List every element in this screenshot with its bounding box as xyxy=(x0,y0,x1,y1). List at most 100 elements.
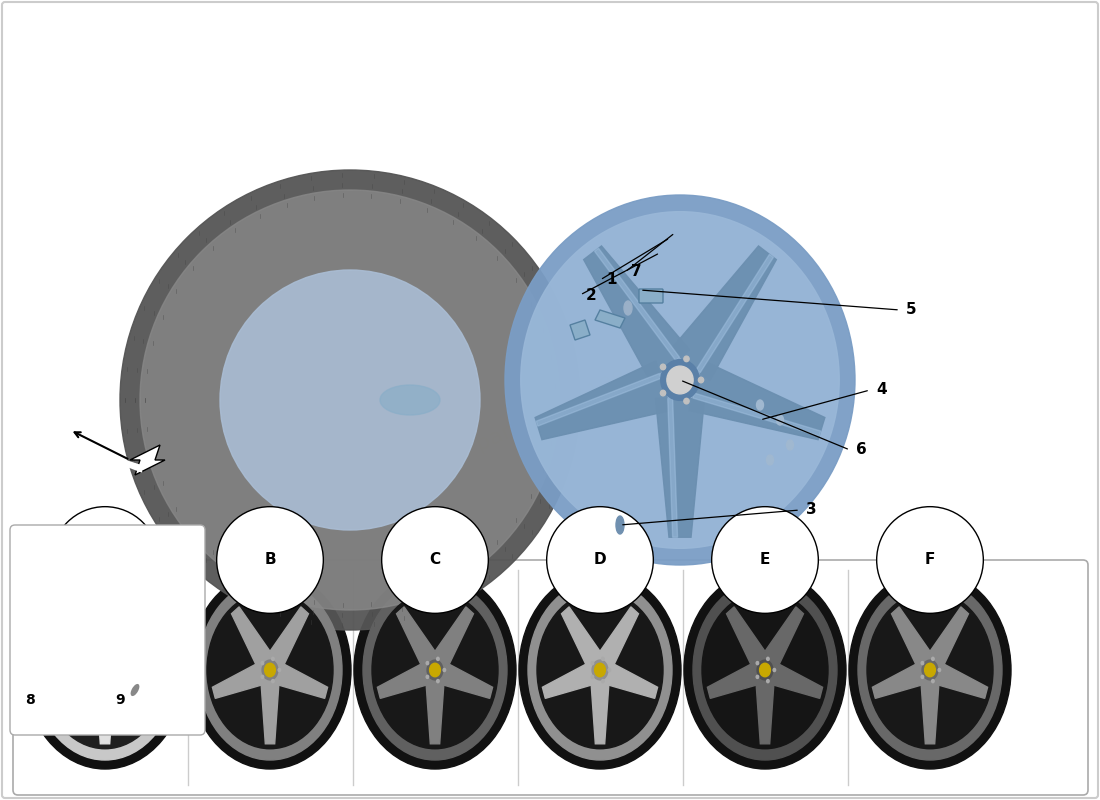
Polygon shape xyxy=(594,248,680,361)
Ellipse shape xyxy=(100,663,110,677)
Ellipse shape xyxy=(932,658,934,661)
Polygon shape xyxy=(656,398,704,538)
Ellipse shape xyxy=(760,663,770,677)
Ellipse shape xyxy=(96,675,99,678)
Ellipse shape xyxy=(592,660,608,680)
Polygon shape xyxy=(70,646,87,685)
Ellipse shape xyxy=(693,580,837,760)
FancyBboxPatch shape xyxy=(10,525,205,735)
Polygon shape xyxy=(693,393,821,436)
Ellipse shape xyxy=(97,660,113,680)
Ellipse shape xyxy=(684,571,846,769)
Polygon shape xyxy=(596,607,638,671)
Ellipse shape xyxy=(591,662,594,665)
Ellipse shape xyxy=(660,364,666,370)
Ellipse shape xyxy=(867,591,993,749)
Text: F: F xyxy=(925,553,935,567)
Ellipse shape xyxy=(849,571,1011,769)
Ellipse shape xyxy=(938,669,940,671)
Polygon shape xyxy=(431,607,473,671)
Polygon shape xyxy=(561,607,604,671)
Text: D: D xyxy=(594,553,606,567)
Ellipse shape xyxy=(86,631,88,634)
Polygon shape xyxy=(591,677,609,744)
Ellipse shape xyxy=(437,658,439,661)
Polygon shape xyxy=(212,661,267,698)
Polygon shape xyxy=(595,310,625,328)
Ellipse shape xyxy=(698,378,704,382)
Ellipse shape xyxy=(616,516,624,534)
Ellipse shape xyxy=(756,675,759,678)
Ellipse shape xyxy=(207,591,333,749)
Polygon shape xyxy=(266,607,308,671)
Polygon shape xyxy=(671,246,777,380)
Polygon shape xyxy=(42,636,78,644)
Ellipse shape xyxy=(624,301,632,315)
Ellipse shape xyxy=(21,571,148,709)
Ellipse shape xyxy=(922,660,938,680)
Polygon shape xyxy=(66,607,109,671)
Text: 7: 7 xyxy=(631,265,641,279)
Ellipse shape xyxy=(932,679,934,682)
Polygon shape xyxy=(130,445,165,475)
Polygon shape xyxy=(101,607,143,671)
Polygon shape xyxy=(872,661,927,698)
Ellipse shape xyxy=(430,663,440,677)
Polygon shape xyxy=(96,677,114,744)
Polygon shape xyxy=(91,636,128,644)
Ellipse shape xyxy=(91,639,94,641)
Ellipse shape xyxy=(602,658,604,661)
Ellipse shape xyxy=(757,660,773,680)
Polygon shape xyxy=(689,361,825,440)
Ellipse shape xyxy=(520,212,839,548)
Text: 4: 4 xyxy=(876,382,887,398)
Ellipse shape xyxy=(86,646,88,649)
Polygon shape xyxy=(668,398,678,538)
Polygon shape xyxy=(726,607,769,671)
Polygon shape xyxy=(603,661,658,698)
Ellipse shape xyxy=(261,675,264,678)
Ellipse shape xyxy=(767,679,769,682)
Polygon shape xyxy=(926,607,968,671)
Ellipse shape xyxy=(427,660,443,680)
Polygon shape xyxy=(696,254,773,373)
Polygon shape xyxy=(768,661,823,698)
Ellipse shape xyxy=(925,663,935,677)
Ellipse shape xyxy=(595,663,605,677)
Ellipse shape xyxy=(261,662,264,665)
Ellipse shape xyxy=(262,660,278,680)
Polygon shape xyxy=(50,611,81,639)
Ellipse shape xyxy=(537,591,663,749)
Ellipse shape xyxy=(674,374,686,386)
Ellipse shape xyxy=(372,591,498,749)
Ellipse shape xyxy=(505,195,855,565)
Ellipse shape xyxy=(265,663,275,677)
Ellipse shape xyxy=(602,679,604,682)
Polygon shape xyxy=(70,595,87,634)
Ellipse shape xyxy=(773,669,776,671)
Ellipse shape xyxy=(78,643,80,646)
Ellipse shape xyxy=(667,366,693,394)
Ellipse shape xyxy=(921,675,924,678)
Text: duplicat: duplicat xyxy=(360,315,601,465)
Ellipse shape xyxy=(140,190,560,610)
FancyBboxPatch shape xyxy=(13,560,1088,795)
Ellipse shape xyxy=(24,571,186,769)
Ellipse shape xyxy=(220,270,480,530)
Text: 6: 6 xyxy=(856,442,867,458)
Polygon shape xyxy=(47,661,102,698)
Polygon shape xyxy=(377,661,432,698)
Polygon shape xyxy=(756,677,774,744)
Ellipse shape xyxy=(437,679,439,682)
Ellipse shape xyxy=(37,587,133,693)
Ellipse shape xyxy=(921,662,924,665)
Ellipse shape xyxy=(767,455,773,465)
Ellipse shape xyxy=(777,415,783,425)
Ellipse shape xyxy=(660,390,666,396)
Ellipse shape xyxy=(426,675,429,678)
Ellipse shape xyxy=(79,634,91,646)
Ellipse shape xyxy=(107,679,109,682)
Polygon shape xyxy=(88,641,121,669)
Ellipse shape xyxy=(189,571,351,769)
Ellipse shape xyxy=(786,440,793,450)
